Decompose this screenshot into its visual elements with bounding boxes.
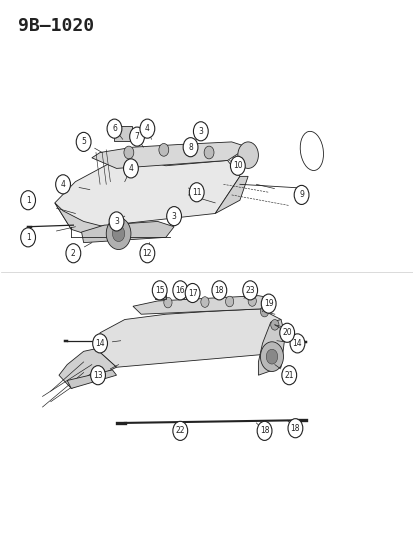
Circle shape — [200, 297, 209, 308]
Text: 4: 4 — [145, 124, 150, 133]
Circle shape — [211, 281, 226, 300]
Circle shape — [21, 228, 36, 247]
Circle shape — [247, 296, 256, 306]
Circle shape — [260, 306, 268, 317]
Text: 6: 6 — [112, 124, 116, 133]
Text: 16: 16 — [175, 286, 185, 295]
Circle shape — [242, 281, 257, 300]
Text: 9B–1020: 9B–1020 — [18, 17, 94, 35]
Circle shape — [166, 207, 181, 225]
Text: 10: 10 — [233, 161, 242, 170]
Circle shape — [261, 294, 275, 313]
Circle shape — [287, 419, 302, 438]
Circle shape — [185, 284, 199, 303]
Polygon shape — [92, 142, 247, 168]
Circle shape — [112, 225, 124, 241]
Text: 18: 18 — [290, 424, 299, 433]
Text: 14: 14 — [95, 339, 104, 348]
Text: 21: 21 — [284, 370, 293, 379]
FancyBboxPatch shape — [114, 126, 131, 141]
Polygon shape — [258, 319, 285, 375]
Text: 5: 5 — [81, 138, 86, 147]
Circle shape — [266, 349, 277, 364]
Circle shape — [129, 127, 144, 146]
Text: 3: 3 — [114, 217, 119, 226]
Text: 11: 11 — [192, 188, 201, 197]
Text: 18: 18 — [259, 426, 269, 435]
Circle shape — [90, 366, 105, 385]
Circle shape — [230, 156, 244, 175]
Circle shape — [260, 342, 283, 372]
Polygon shape — [55, 203, 124, 237]
Text: 12: 12 — [142, 249, 152, 258]
Polygon shape — [67, 370, 116, 389]
Circle shape — [204, 146, 214, 159]
Circle shape — [164, 297, 172, 308]
Text: 7: 7 — [134, 132, 139, 141]
FancyBboxPatch shape — [155, 287, 166, 299]
Circle shape — [107, 119, 121, 138]
Circle shape — [189, 183, 204, 202]
Circle shape — [66, 244, 81, 263]
Text: 22: 22 — [175, 426, 185, 435]
Text: 1: 1 — [26, 196, 31, 205]
Circle shape — [290, 334, 304, 353]
Circle shape — [173, 421, 187, 440]
Circle shape — [76, 132, 91, 151]
Circle shape — [279, 323, 294, 342]
Circle shape — [123, 146, 133, 159]
Text: 13: 13 — [93, 370, 102, 379]
Circle shape — [93, 334, 107, 353]
Circle shape — [256, 421, 271, 440]
Text: 1: 1 — [26, 233, 31, 242]
Text: 17: 17 — [188, 288, 197, 297]
Circle shape — [106, 217, 131, 249]
Polygon shape — [81, 221, 174, 243]
Text: 8: 8 — [188, 143, 192, 152]
Circle shape — [225, 296, 233, 307]
Circle shape — [281, 366, 296, 385]
Circle shape — [55, 175, 70, 194]
Text: 9: 9 — [299, 190, 303, 199]
Circle shape — [140, 244, 154, 263]
Polygon shape — [96, 309, 280, 367]
Circle shape — [109, 212, 123, 231]
Circle shape — [270, 319, 278, 330]
Circle shape — [193, 122, 208, 141]
Text: 18: 18 — [214, 286, 223, 295]
Circle shape — [123, 159, 138, 178]
Text: 23: 23 — [245, 286, 254, 295]
Text: 14: 14 — [292, 339, 301, 348]
Circle shape — [237, 142, 258, 168]
Text: 2: 2 — [71, 249, 76, 258]
Text: 3: 3 — [198, 127, 203, 136]
Circle shape — [21, 191, 36, 210]
Text: 4: 4 — [60, 180, 65, 189]
Circle shape — [152, 281, 167, 300]
Text: 3: 3 — [171, 212, 176, 221]
Polygon shape — [59, 349, 116, 389]
Circle shape — [183, 138, 197, 157]
Polygon shape — [215, 176, 247, 214]
Text: 19: 19 — [263, 299, 273, 308]
Text: 15: 15 — [154, 286, 164, 295]
Circle shape — [294, 185, 308, 205]
Text: 20: 20 — [282, 328, 291, 337]
Polygon shape — [133, 296, 272, 314]
Circle shape — [173, 281, 187, 300]
Polygon shape — [55, 155, 239, 229]
Text: 4: 4 — [128, 164, 133, 173]
Circle shape — [159, 143, 169, 156]
Circle shape — [140, 119, 154, 138]
